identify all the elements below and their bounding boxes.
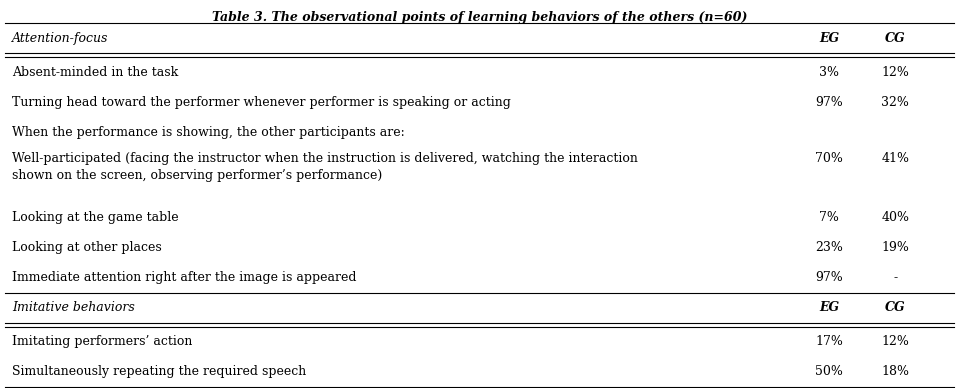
Text: Looking at other places: Looking at other places	[12, 241, 162, 254]
Text: EG: EG	[819, 31, 839, 45]
Text: 7%: 7%	[819, 211, 839, 224]
Text: Well-participated (facing the instructor when the instruction is delivered, watc: Well-participated (facing the instructor…	[12, 152, 639, 182]
Text: 3%: 3%	[819, 66, 839, 79]
Text: Absent-minded in the task: Absent-minded in the task	[12, 66, 178, 79]
Text: 40%: 40%	[881, 211, 909, 224]
Text: 32%: 32%	[881, 96, 909, 109]
Text: 17%: 17%	[815, 335, 843, 348]
Text: Looking at the game table: Looking at the game table	[12, 211, 179, 224]
Text: Simultaneously repeating the required speech: Simultaneously repeating the required sp…	[12, 365, 307, 378]
Text: 70%: 70%	[815, 152, 843, 165]
Text: -: -	[893, 271, 898, 284]
Text: Imitating performers’ action: Imitating performers’ action	[12, 335, 193, 348]
Text: Attention-focus: Attention-focus	[12, 31, 108, 45]
Text: 18%: 18%	[881, 365, 909, 378]
Text: EG: EG	[819, 301, 839, 314]
Text: 19%: 19%	[881, 241, 909, 254]
Text: 23%: 23%	[815, 241, 843, 254]
Text: 12%: 12%	[881, 66, 909, 79]
Text: 50%: 50%	[815, 365, 843, 378]
Text: 97%: 97%	[815, 271, 843, 284]
Text: 12%: 12%	[881, 335, 909, 348]
Text: 41%: 41%	[881, 152, 909, 165]
Text: Table 3. The observational points of learning behaviors of the others (n=60): Table 3. The observational points of lea…	[212, 11, 747, 24]
Text: Turning head toward the performer whenever performer is speaking or acting: Turning head toward the performer whenev…	[12, 96, 511, 109]
Text: Immediate attention right after the image is appeared: Immediate attention right after the imag…	[12, 271, 357, 284]
Text: 97%: 97%	[815, 96, 843, 109]
Text: When the performance is showing, the other participants are:: When the performance is showing, the oth…	[12, 126, 405, 139]
Text: CG: CG	[885, 301, 905, 314]
Text: Imitative behaviors: Imitative behaviors	[12, 301, 135, 314]
Text: CG: CG	[885, 31, 905, 45]
